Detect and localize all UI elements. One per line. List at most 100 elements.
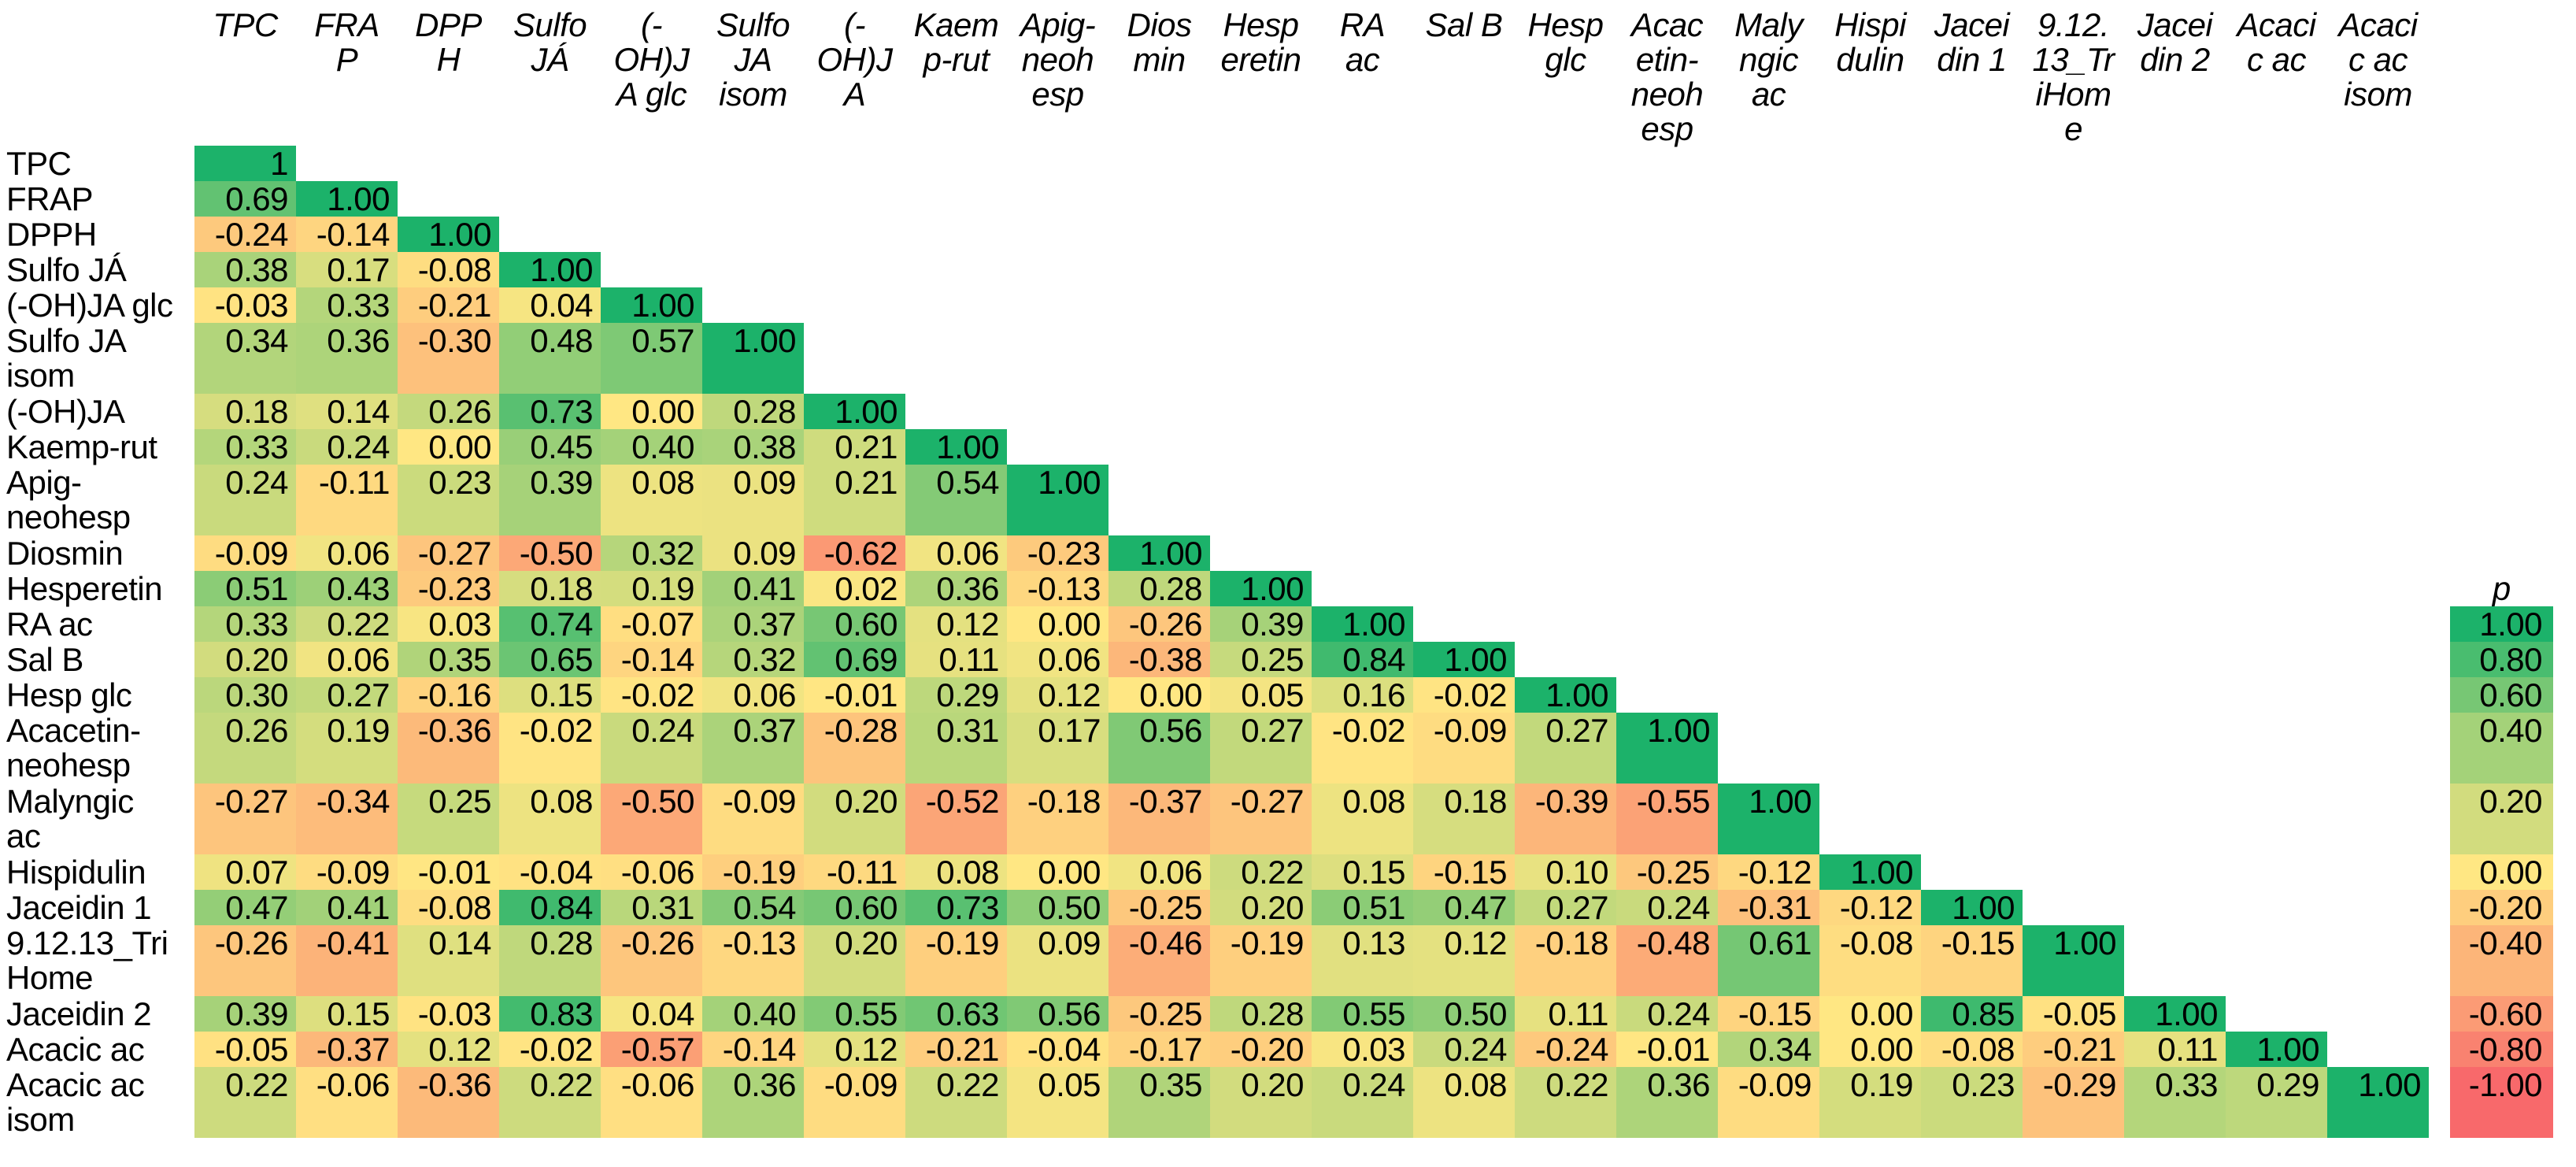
matrix-cell: 0.20 [1210, 890, 1312, 925]
matrix-cell: 0.39 [1210, 606, 1312, 642]
matrix-cell: 0.06 [296, 535, 398, 571]
col-header-3: DPP H [415, 6, 482, 78]
legend-cell: 0.60 [2450, 677, 2553, 713]
matrix-cell: 0.31 [905, 713, 1007, 784]
col-header-4: Sulfo JÁ [513, 6, 587, 78]
matrix-cell: -0.36 [398, 1067, 499, 1138]
matrix-cell: -0.23 [398, 571, 499, 606]
matrix-cell: 0.00 [1108, 677, 1210, 713]
matrix-cell: -0.05 [194, 1032, 296, 1067]
col-header-2: FRA P [314, 6, 379, 78]
col-header-8: Kaem p-rut [913, 6, 999, 78]
matrix-cell: 0.03 [1312, 1032, 1413, 1067]
matrix-cell: -0.24 [1515, 1032, 1616, 1067]
matrix-cell: -0.12 [1718, 854, 1819, 890]
col-header-10: Dios min [1127, 6, 1192, 78]
matrix-cell: -0.11 [804, 854, 905, 890]
matrix-cell: 0.00 [398, 429, 499, 465]
matrix-cell: 0.11 [905, 642, 1007, 677]
matrix-cell: -0.13 [1007, 571, 1108, 606]
matrix-cell: 0.33 [194, 429, 296, 465]
matrix-cell: 0.27 [1210, 713, 1312, 784]
matrix-cell: -0.34 [296, 784, 398, 854]
matrix-cell: -0.27 [1210, 784, 1312, 854]
matrix-cell: -0.37 [1108, 784, 1210, 854]
matrix-cell: 0.35 [398, 642, 499, 677]
col-header-19: 9.12. 13_Tr iHom e [2032, 6, 2115, 147]
matrix-cell: 0.12 [1007, 677, 1108, 713]
matrix-cell: -0.25 [1108, 890, 1210, 925]
matrix-cell: -0.04 [499, 854, 601, 890]
matrix-cell: -0.01 [804, 677, 905, 713]
matrix-cell: 0.17 [1007, 713, 1108, 784]
matrix-cell: -0.24 [194, 217, 296, 252]
row-label-18: Jaceidin 1 [6, 889, 152, 926]
matrix-cell: -0.11 [296, 465, 398, 535]
matrix-cell: 0.28 [1108, 571, 1210, 606]
matrix-cell: 0.51 [194, 571, 296, 606]
matrix-cell: 0.54 [905, 465, 1007, 535]
matrix-cell: 0.24 [1413, 1032, 1515, 1067]
matrix-cell: 0.26 [194, 713, 296, 784]
matrix-cell: 0.47 [194, 890, 296, 925]
matrix-cell: 0.06 [702, 677, 804, 713]
row-label-21: Acacic ac [6, 1031, 145, 1068]
matrix-cell: -0.19 [702, 854, 804, 890]
matrix-cell: -0.03 [398, 996, 499, 1032]
matrix-cell: 0.27 [1515, 890, 1616, 925]
row-label-4: Sulfo JÁ [6, 251, 127, 288]
matrix-cell: 0.63 [905, 996, 1007, 1032]
matrix-cell: 0.12 [804, 1032, 905, 1067]
legend-cell: 1.00 [2450, 606, 2553, 642]
matrix-cell: 0.50 [1007, 890, 1108, 925]
matrix-cell: -0.14 [296, 217, 398, 252]
row-label-14: Hesp glc [6, 676, 132, 713]
matrix-cell: 0.08 [1312, 784, 1413, 854]
matrix-cell: 0.69 [194, 181, 296, 217]
matrix-cell: 0.23 [1921, 1067, 2023, 1138]
matrix-cell: 0.85 [1921, 996, 2023, 1032]
matrix-cell: 1.00 [1921, 890, 2023, 925]
matrix-cell: 0.30 [194, 677, 296, 713]
legend-title: p [2492, 570, 2511, 607]
matrix-cell: 0.37 [702, 713, 804, 784]
matrix-cell: 0.41 [296, 890, 398, 925]
matrix-cell: -0.50 [499, 535, 601, 571]
matrix-cell: -0.07 [601, 606, 702, 642]
col-header-20: Jacei din 2 [2137, 6, 2213, 78]
matrix-cell: 0.73 [905, 890, 1007, 925]
matrix-cell: 0.00 [1819, 1032, 1921, 1067]
matrix-cell: 1.00 [2124, 996, 2226, 1032]
row-label-6: Sulfo JA isom [6, 322, 127, 394]
matrix-cell: 0.60 [804, 890, 905, 925]
matrix-cell: 0.55 [1312, 996, 1413, 1032]
matrix-cell: -0.06 [601, 854, 702, 890]
matrix-cell: -0.05 [2023, 996, 2124, 1032]
matrix-cell: 0.24 [296, 429, 398, 465]
matrix-cell: 1.00 [1515, 677, 1616, 713]
matrix-cell: -0.62 [804, 535, 905, 571]
matrix-cell: 0.39 [499, 465, 601, 535]
matrix-cell: 0.84 [499, 890, 601, 925]
matrix-cell: 0.27 [296, 677, 398, 713]
row-label-20: Jaceidin 2 [6, 995, 152, 1032]
matrix-cell: 0.06 [905, 535, 1007, 571]
col-header-1: TPC [213, 6, 278, 43]
row-label-13: Sal B [6, 641, 83, 678]
matrix-cell: 1.00 [905, 429, 1007, 465]
matrix-cell: 0.33 [296, 287, 398, 323]
matrix-cell: -0.55 [1616, 784, 1718, 854]
matrix-cell: -0.37 [296, 1032, 398, 1067]
matrix-cell: 0.18 [499, 571, 601, 606]
matrix-cell: -0.21 [905, 1032, 1007, 1067]
col-header-13: Sal B [1425, 6, 1503, 43]
matrix-cell: 0.37 [702, 606, 804, 642]
legend-cell: 0.40 [2450, 713, 2553, 784]
matrix-cell: 0.12 [1413, 925, 1515, 996]
matrix-cell: 0.16 [1312, 677, 1413, 713]
matrix-cell: 0.41 [702, 571, 804, 606]
matrix-cell: -0.30 [398, 323, 499, 394]
matrix-cell: 0.83 [499, 996, 601, 1032]
matrix-cell: 0.31 [601, 890, 702, 925]
matrix-cell: -0.17 [1108, 1032, 1210, 1067]
